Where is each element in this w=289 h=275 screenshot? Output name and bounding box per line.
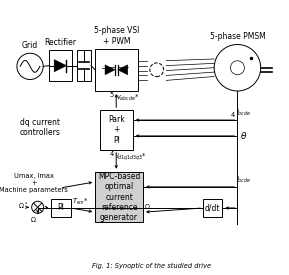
Text: $\theta$: $\theta$ — [240, 130, 247, 141]
Text: 4: 4 — [230, 112, 235, 118]
Bar — [95, 49, 138, 91]
Bar — [203, 199, 223, 217]
Text: Fig. 1: Synoptic of the studied drive: Fig. 1: Synoptic of the studied drive — [92, 263, 211, 269]
Text: 5-phase PMSM: 5-phase PMSM — [210, 32, 265, 41]
Text: 5-phase VSI
+ PWM: 5-phase VSI + PWM — [94, 26, 139, 46]
Bar — [49, 50, 72, 81]
Text: $i_{d1q1d3q3}$*: $i_{d1q1d3q3}$* — [116, 151, 147, 163]
Text: Rectifier: Rectifier — [44, 38, 76, 47]
Text: $v_{abcde}$*: $v_{abcde}$* — [116, 92, 140, 103]
Text: Grid: Grid — [22, 41, 38, 50]
Bar — [95, 172, 143, 222]
Text: $T_{em}$*: $T_{em}$* — [72, 196, 89, 207]
Text: $i_{bcde}$: $i_{bcde}$ — [236, 108, 251, 118]
Text: $\Omega$: $\Omega$ — [144, 202, 151, 211]
Text: $\Omega^*$: $\Omega^*$ — [18, 200, 28, 211]
Polygon shape — [118, 65, 128, 75]
Text: d/dt: d/dt — [205, 204, 221, 213]
Text: Park
+
PI: Park + PI — [108, 115, 125, 145]
Polygon shape — [105, 65, 115, 75]
Text: Umax, Imax
+
Machine parameters: Umax, Imax + Machine parameters — [0, 173, 68, 193]
Text: $\Omega$: $\Omega$ — [30, 215, 36, 224]
Text: dq current
controllers: dq current controllers — [20, 117, 61, 137]
Text: PI: PI — [58, 204, 64, 213]
Text: 5: 5 — [109, 92, 114, 98]
Text: MPC-based
optimal
current
reference
generator: MPC-based optimal current reference gene… — [98, 172, 140, 222]
Polygon shape — [54, 60, 66, 72]
Bar — [100, 110, 133, 150]
Text: $i_{bcde}$: $i_{bcde}$ — [236, 175, 251, 185]
Bar — [77, 50, 91, 81]
Bar — [51, 199, 71, 217]
Text: 4: 4 — [109, 151, 114, 157]
